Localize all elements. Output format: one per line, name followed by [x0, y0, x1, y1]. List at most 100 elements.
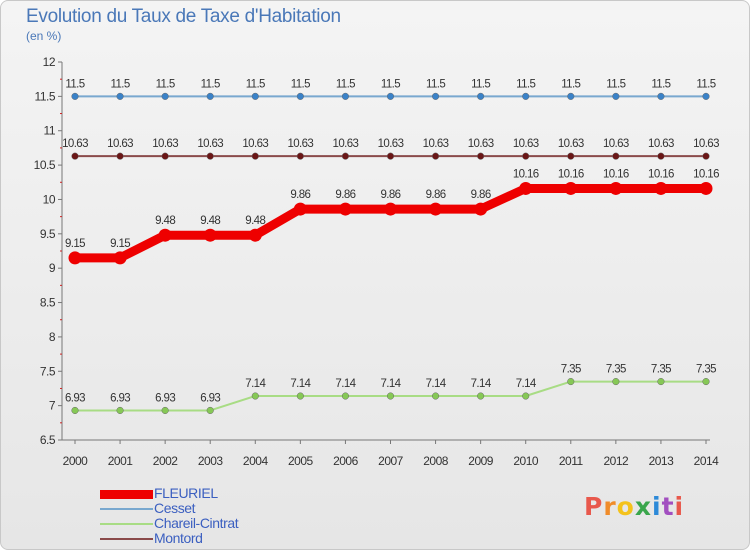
data-point-chareil-cintrat — [432, 392, 440, 400]
y-tick-label: 11.5 — [35, 89, 56, 103]
data-label-cesset: 11.5 — [696, 78, 715, 90]
data-point-montord — [296, 152, 304, 160]
data-point-montord — [206, 152, 214, 160]
data-label-montord: 10.63 — [378, 138, 404, 150]
data-label-fleuriel: 9.48 — [245, 215, 265, 227]
data-point-cesset — [477, 92, 485, 100]
data-label-cesset: 11.5 — [111, 78, 130, 90]
data-point-fleuriel — [113, 251, 127, 265]
data-label-chareil-cintrat: 7.14 — [471, 378, 492, 390]
data-point-chareil-cintrat — [477, 392, 485, 400]
data-point-cesset — [206, 92, 214, 100]
x-tick-label: 2005 — [288, 454, 314, 468]
data-label-cesset: 11.5 — [471, 78, 490, 90]
x-tick-label: 2002 — [153, 454, 179, 468]
data-point-montord — [386, 152, 395, 160]
data-point-cesset — [386, 92, 395, 100]
data-label-fleuriel: 10.16 — [603, 168, 629, 180]
data-point-fleuriel — [293, 202, 307, 216]
data-label-cesset: 11.5 — [246, 78, 265, 90]
data-label-montord: 10.63 — [648, 138, 674, 150]
data-point-fleuriel — [519, 181, 533, 195]
y-tick-label: 8.5 — [40, 296, 56, 310]
x-tick-label: 2014 — [694, 454, 720, 468]
data-label-chareil-cintrat: 6.93 — [200, 392, 220, 404]
data-point-fleuriel — [338, 202, 352, 216]
data-point-fleuriel — [203, 228, 217, 242]
data-label-chareil-cintrat: 7.14 — [426, 378, 447, 390]
x-tick-label: 2006 — [333, 454, 359, 468]
legend-swatch — [100, 489, 153, 499]
data-point-cesset — [432, 92, 440, 100]
y-tick-label: 10.5 — [34, 158, 56, 172]
data-point-montord — [702, 152, 710, 160]
data-label-montord: 10.63 — [242, 138, 268, 150]
data-label-fleuriel: 9.48 — [155, 215, 175, 227]
data-point-montord — [116, 152, 124, 160]
data-label-montord: 10.63 — [197, 138, 223, 150]
data-point-cesset — [522, 92, 530, 100]
data-point-chareil-cintrat — [71, 406, 79, 414]
data-label-chareil-cintrat: 7.14 — [516, 378, 537, 390]
data-point-cesset — [612, 92, 620, 100]
data-label-fleuriel: 10.16 — [558, 168, 584, 180]
data-label-cesset: 11.5 — [336, 78, 355, 90]
legend-label: Montord — [154, 530, 203, 546]
data-label-cesset: 11.5 — [291, 78, 310, 90]
data-label-fleuriel: 9.15 — [65, 238, 85, 250]
data-point-fleuriel — [68, 251, 82, 265]
data-label-montord: 10.63 — [603, 138, 629, 150]
data-point-montord — [477, 152, 485, 160]
y-tick-label: 12 — [43, 55, 56, 69]
data-point-fleuriel — [564, 181, 578, 195]
data-label-chareil-cintrat: 7.35 — [561, 364, 581, 376]
data-label-fleuriel: 9.48 — [200, 215, 220, 227]
data-point-montord — [341, 152, 349, 160]
x-tick-label: 2001 — [108, 454, 134, 468]
legend-swatch — [100, 523, 153, 525]
data-label-cesset: 11.5 — [65, 78, 84, 90]
y-tick-label: 9 — [49, 261, 56, 275]
data-label-cesset: 11.5 — [381, 78, 400, 90]
data-point-cesset — [657, 92, 665, 100]
legend-swatch — [100, 508, 153, 510]
logo-letter: x — [634, 492, 652, 521]
x-tick-label: 2007 — [378, 454, 404, 468]
data-label-cesset: 11.5 — [156, 78, 175, 90]
data-point-chareil-cintrat — [161, 406, 169, 414]
chart-subtitle: (en %) — [26, 29, 62, 43]
data-point-montord — [522, 152, 530, 160]
data-label-chareil-cintrat: 7.14 — [245, 378, 266, 390]
data-label-montord: 10.63 — [333, 138, 359, 150]
data-label-chareil-cintrat: 7.35 — [606, 364, 626, 376]
data-point-chareil-cintrat — [567, 378, 575, 386]
legend-label: Chareil-Cintrat — [154, 515, 239, 531]
logo-letter: i — [674, 492, 685, 521]
data-point-montord — [657, 152, 665, 160]
data-point-fleuriel — [609, 181, 623, 195]
data-point-chareil-cintrat — [386, 392, 395, 400]
logo-letter: i — [652, 492, 662, 521]
y-tick-label: 10 — [43, 192, 56, 206]
data-label-chareil-cintrat: 6.93 — [65, 392, 85, 404]
data-label-montord: 10.63 — [513, 138, 539, 150]
data-point-montord — [161, 152, 169, 160]
data-point-cesset — [116, 92, 124, 100]
data-label-fleuriel: 9.15 — [110, 238, 130, 250]
data-label-chareil-cintrat: 7.14 — [381, 378, 402, 390]
data-point-montord — [71, 152, 79, 160]
y-tick-label: 6.5 — [40, 433, 56, 447]
data-point-cesset — [702, 92, 710, 100]
legend-label: Cesset — [154, 500, 196, 516]
data-point-chareil-cintrat — [296, 392, 304, 400]
data-point-fleuriel — [474, 202, 488, 216]
x-tick-label: 2004 — [243, 454, 269, 468]
logo-letter: t — [661, 492, 675, 521]
data-point-fleuriel — [429, 202, 443, 216]
data-point-chareil-cintrat — [612, 378, 620, 386]
data-label-chareil-cintrat: 7.35 — [651, 364, 671, 376]
legend-label: FLEURIEL — [154, 485, 218, 501]
data-point-cesset — [71, 92, 79, 100]
